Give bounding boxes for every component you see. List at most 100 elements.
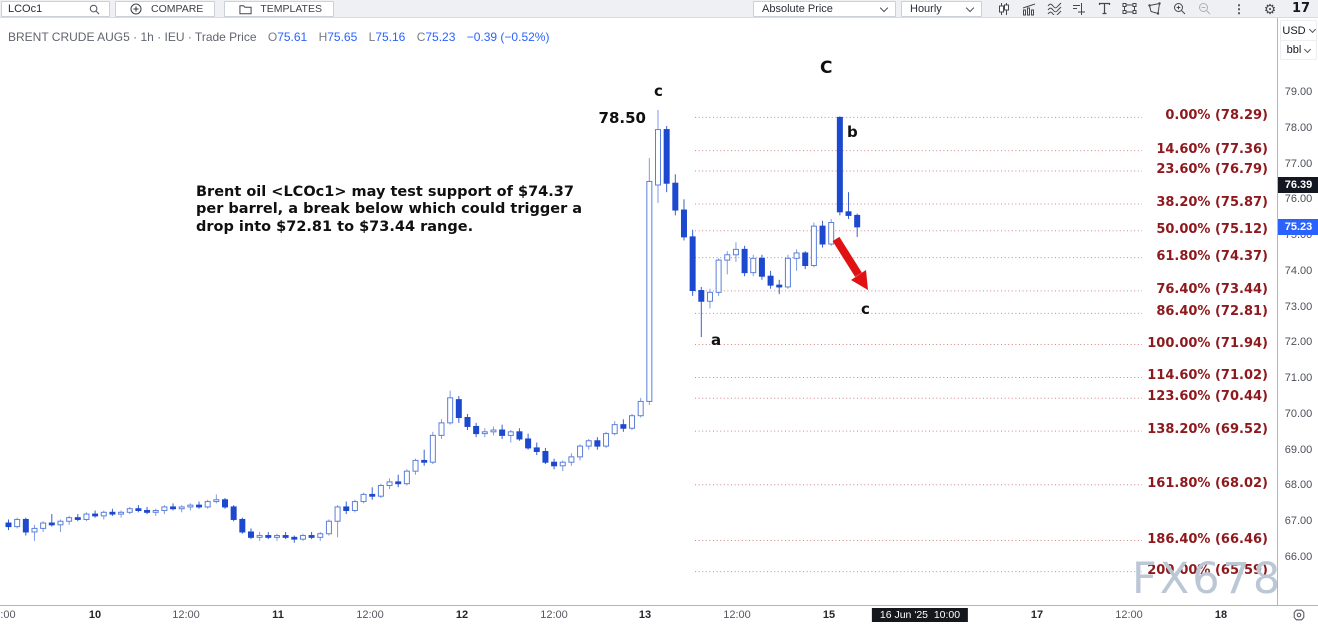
compare-button[interactable]: COMPARE (115, 1, 216, 17)
candle-body (14, 518, 21, 528)
time-tick: 13 (638, 609, 652, 621)
candle-body (603, 433, 610, 447)
target-icon[interactable] (1292, 608, 1306, 625)
candle-body (585, 440, 592, 447)
wave-label[interactable]: c (861, 300, 870, 318)
bar-trend-icon[interactable] (1020, 1, 1038, 17)
tradingview-logo[interactable]: 17 (1291, 1, 1311, 16)
candle-body (828, 222, 835, 245)
candle-body (308, 535, 315, 538)
candle-body (481, 431, 488, 435)
candle-body (196, 504, 203, 508)
fib-level-label[interactable]: 0.00% (78.29) (1165, 108, 1268, 124)
candle-body (213, 499, 220, 503)
candle-body (559, 461, 566, 467)
candle-body (464, 417, 471, 427)
candle-body (819, 225, 826, 245)
fib-level-label[interactable]: 100.00% (71.94) (1147, 335, 1268, 351)
candle-body (473, 425, 480, 435)
fib-level-label[interactable]: 23.60% (76.79) (1156, 162, 1268, 178)
price-tick: 78.00 (1284, 121, 1313, 134)
fib-level-label[interactable]: 123.60% (70.44) (1147, 389, 1268, 405)
price-tick: 69.00 (1284, 443, 1313, 456)
candle-body (31, 527, 38, 533)
candle-body (282, 535, 289, 538)
candle-body (776, 284, 783, 288)
waves-icon[interactable] (1045, 1, 1063, 17)
more-options-icon[interactable]: ⋮ (1233, 1, 1245, 16)
candle-body (109, 511, 116, 515)
candle-body (100, 511, 107, 517)
fib-level-label[interactable]: 50.00% (75.12) (1156, 221, 1268, 237)
fib-level-label[interactable]: 161.80% (68.02) (1147, 475, 1268, 491)
candle-body (144, 510, 151, 513)
templates-button[interactable]: TEMPLATES (224, 1, 334, 17)
fib-level-label[interactable]: 186.40% (66.46) (1147, 531, 1268, 547)
red-arrow-drawing[interactable] (820, 228, 882, 304)
price-axis[interactable]: USD bbl 79.00 78.00 77.00 76.00 75.00 74.00 73… (1277, 18, 1318, 605)
fib-level-label[interactable]: 114.60% (71.02) (1147, 368, 1268, 384)
candle-body (715, 259, 722, 293)
fib-level-label[interactable]: 14.60% (77.36) (1156, 141, 1268, 157)
fib-level-label[interactable]: 138.20% (69.52) (1147, 422, 1268, 438)
interval-select[interactable]: Hourly (901, 1, 982, 17)
rectangle-tool-icon[interactable] (1120, 1, 1138, 17)
candle-body (66, 517, 73, 522)
chevron-down-icon (1308, 25, 1316, 34)
zoom-in-icon[interactable] (1170, 1, 1188, 17)
symbol-search-input[interactable]: LCOc1 (1, 1, 110, 17)
price-mode-select[interactable]: Absolute Price (753, 1, 896, 17)
time-tick: :00 (0, 609, 16, 621)
fib-level-label[interactable]: 61.80% (74.37) (1156, 248, 1268, 264)
candle-body (741, 248, 748, 274)
legend-instrument: BRENT CRUDE AUG5 · 1h · IEU · Trade Pric… (8, 30, 257, 44)
candle-body (767, 275, 774, 286)
candle-body (204, 501, 211, 508)
wave-label[interactable]: b (847, 123, 858, 141)
candle-body (706, 291, 713, 302)
candlestick-chart-icon[interactable] (995, 1, 1013, 17)
candle-body (854, 214, 861, 228)
symbol-text: LCOc1 (8, 3, 43, 15)
wave-label[interactable]: C (820, 58, 833, 78)
candle-body (377, 484, 384, 497)
wave-label[interactable]: c (654, 82, 663, 100)
fib-level-label[interactable]: 38.20% (75.87) (1156, 194, 1268, 210)
currency-select[interactable]: USD (1281, 21, 1316, 40)
candle-body (22, 518, 29, 533)
time-tick: 11 (272, 609, 284, 621)
text-tool-icon[interactable] (1095, 1, 1113, 17)
wave-label[interactable]: 78.50 (598, 109, 646, 127)
candle-body (395, 481, 402, 485)
time-tick: 17 (1030, 609, 1044, 621)
analysis-annotation: Brent oil <LCOc1> may test support of $7… (196, 184, 583, 235)
price-tick: 79.00 (1284, 86, 1313, 98)
polygon-tool-icon[interactable] (1145, 1, 1163, 17)
candle-body (92, 513, 99, 517)
candle-body (74, 517, 81, 520)
unit-selectors: USD bbl (1280, 20, 1317, 60)
legend[interactable]: BRENT CRUDE AUG5 · 1h · IEU · Trade Pric… (8, 30, 549, 44)
candle-body (40, 522, 47, 529)
fib-level-label[interactable]: 200.00% (65.59) (1147, 562, 1268, 578)
candle-body (299, 535, 306, 540)
candle-body (412, 459, 419, 472)
chart-pane[interactable]: 0.00% (78.29) 14.60% (77.36) 23.60% (76.79… (0, 18, 1277, 605)
candle-body (187, 504, 194, 508)
fib-level-label[interactable]: 86.40% (72.81) (1156, 304, 1268, 320)
time-axis[interactable]: :00 10 12:00 11 12:00 12 12:00 13 12:00 15 17 12:00… (0, 605, 1318, 624)
zoom-out-icon[interactable] (1195, 1, 1213, 17)
legend-close-value: 75.23 (425, 30, 456, 44)
candle-body (490, 429, 497, 433)
fib-level-label[interactable]: 76.40% (73.44) (1156, 281, 1268, 297)
unit-select[interactable]: bbl (1281, 40, 1316, 59)
wave-label[interactable]: a (711, 331, 722, 349)
candle-body (273, 535, 280, 538)
interval-value: Hourly (910, 3, 942, 15)
price-levels-icon[interactable] (1070, 1, 1088, 17)
settings-gear-icon[interactable]: ⚙ (1263, 0, 1277, 17)
last-price-badge: 75.23 (1278, 218, 1318, 235)
candle-body (758, 257, 765, 277)
candle-body (750, 257, 757, 274)
candle-body (646, 180, 653, 402)
